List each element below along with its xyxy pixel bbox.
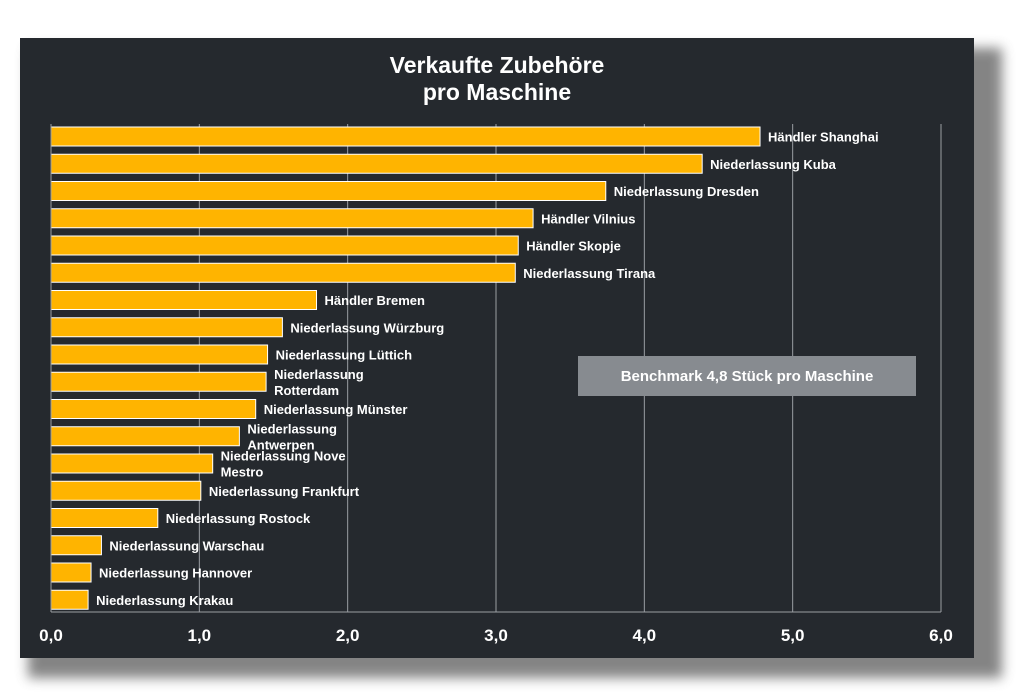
x-axis: 0,0 1,0 2,0 3,0 4,0 5,0 6,0 bbox=[39, 124, 953, 645]
bar bbox=[50, 208, 534, 229]
bar bbox=[50, 453, 214, 474]
bar-label-line: Händler Shanghai bbox=[768, 129, 879, 144]
bar-label-line: Antwerpen bbox=[247, 437, 314, 452]
bar-label-line: Händler Skopje bbox=[526, 238, 621, 253]
bar bbox=[50, 399, 257, 419]
x-tick-label: 2,0 bbox=[336, 626, 360, 645]
bar-label-line: Niederlassung Kuba bbox=[710, 156, 836, 171]
x-tick-label: 5,0 bbox=[781, 626, 805, 645]
bar-label: Niederlassung Münster bbox=[264, 402, 408, 417]
x-tick-label: 6,0 bbox=[929, 626, 953, 645]
bar-label: Händler Shanghai bbox=[768, 129, 879, 144]
chart-title: Verkaufte Zubehöre pro Maschine bbox=[20, 52, 974, 106]
bar-label-line: Niederlassung Hannover bbox=[99, 565, 252, 580]
bar-label-line: Händler Bremen bbox=[325, 293, 425, 308]
bar-label: Niederlassung Frankfurt bbox=[209, 483, 360, 498]
bar bbox=[50, 126, 761, 147]
bar-label-line: Niederlassung Frankfurt bbox=[209, 483, 360, 498]
bar-label: Niederlassung Hannover bbox=[99, 565, 252, 580]
bar bbox=[50, 235, 519, 256]
bar-label: Niederlassung Nove Mestro bbox=[221, 448, 346, 479]
bar bbox=[50, 508, 159, 528]
bar-label-line: Niederlassung Münster bbox=[264, 402, 408, 417]
bar-label-line: Niederlassung Lüttich bbox=[276, 347, 413, 362]
bar-label-line: Niederlassung Würzburg bbox=[290, 320, 444, 335]
bar-labels: Händler Shanghai Niederlassung Kuba Nieder… bbox=[96, 129, 878, 607]
bar-label-line: Rotterdam bbox=[274, 382, 339, 397]
bar bbox=[50, 262, 516, 283]
bar-label-line: Händler Vilnius bbox=[541, 211, 635, 226]
bar-label-line: Mestro bbox=[221, 464, 264, 479]
bar bbox=[50, 480, 202, 501]
bar bbox=[50, 535, 102, 556]
bar-label: Niederlassung Krakau bbox=[96, 592, 233, 607]
bar-label: Niederlassung Lüttich bbox=[276, 347, 413, 362]
bar-label-line: Niederlassung Krakau bbox=[96, 592, 233, 607]
bar-label-line: Niederlassung Nove bbox=[221, 448, 346, 463]
x-tick-label: 3,0 bbox=[484, 626, 508, 645]
bar-label: Niederlassung Kuba bbox=[710, 156, 836, 171]
bar bbox=[50, 344, 269, 365]
bar-label: Händler Skopje bbox=[526, 238, 621, 253]
chart-title-line-2: pro Maschine bbox=[422, 79, 572, 105]
bar-label: Händler Bremen bbox=[325, 293, 425, 308]
benchmark-annotation: Benchmark 4,8 Stück pro Maschine bbox=[578, 356, 916, 396]
x-tick-label: 0,0 bbox=[39, 626, 63, 645]
x-tick-label: 4,0 bbox=[633, 626, 657, 645]
chart-title-line-1: Verkaufte Zubehöre bbox=[389, 52, 605, 78]
bar-label-line: Niederlassung Dresden bbox=[614, 184, 759, 199]
bar-label: Niederlassung Dresden bbox=[614, 184, 759, 199]
bar bbox=[50, 426, 240, 447]
bar-label-line: Niederlassung bbox=[247, 421, 337, 436]
bar bbox=[50, 562, 92, 583]
bar-label: Niederlassung Würzburg bbox=[290, 320, 444, 335]
bar-label: Niederlassung Antwerpen bbox=[247, 421, 337, 452]
bar-label-line: Niederlassung Rostock bbox=[166, 511, 311, 526]
bar bbox=[50, 181, 607, 201]
bar bbox=[50, 371, 267, 392]
bar bbox=[50, 290, 318, 310]
bar-label: Niederlassung Rotterdam bbox=[274, 366, 364, 397]
x-tick-label: 1,0 bbox=[188, 626, 212, 645]
bar bbox=[50, 153, 703, 174]
bar-label: Niederlassung Tirana bbox=[523, 265, 656, 280]
bar-label-line: Niederlassung bbox=[274, 366, 364, 381]
bar-label: Niederlassung Warschau bbox=[109, 538, 264, 553]
bar-label-line: Niederlassung Warschau bbox=[109, 538, 264, 553]
bar-label: Niederlassung Rostock bbox=[166, 511, 311, 526]
bar bbox=[50, 317, 283, 338]
bar bbox=[50, 589, 89, 610]
bar-label-line: Niederlassung Tirana bbox=[523, 265, 656, 280]
bar-label: Händler Vilnius bbox=[541, 211, 635, 226]
